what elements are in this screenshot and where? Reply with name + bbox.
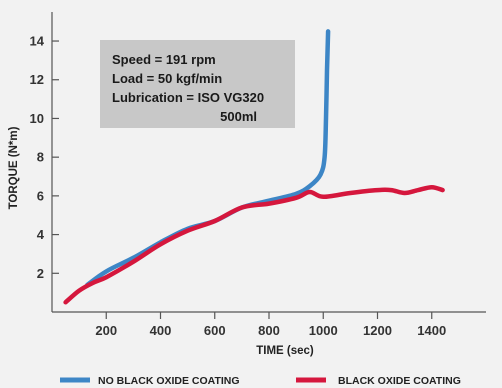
- y-tick-label: 12: [30, 72, 44, 87]
- ticks: 200 400 600 800 1000 1200 1400 2 4 6 8 10 12 14: [30, 34, 447, 338]
- y-tick-label: 4: [37, 227, 45, 242]
- legend-label-no-black-oxide: NO BLACK OXIDE COATING: [98, 375, 240, 387]
- annotation-background: [100, 40, 295, 128]
- y-tick-label: 14: [30, 34, 45, 49]
- legend-label-black-oxide: BLACK OXIDE COATING: [338, 375, 461, 387]
- legend: NO BLACK OXIDE COATING BLACK OXIDE COATI…: [60, 375, 461, 387]
- series-line-black-oxide: [63, 184, 445, 305]
- annotation-line: Speed = 191 rpm: [112, 52, 216, 67]
- annotation-line: 500ml: [220, 109, 257, 124]
- annotation-box: Speed = 191 rpm Load = 50 kgf/min Lubric…: [100, 40, 295, 128]
- x-axis-title: TIME (sec): [256, 345, 314, 357]
- series: [63, 29, 445, 305]
- annotation-line: Load = 50 kgf/min: [112, 71, 222, 86]
- x-tick-label: 200: [95, 323, 117, 338]
- y-axis-title: TORQUE (N*m): [8, 126, 20, 209]
- y-tick-label: 6: [37, 188, 44, 203]
- annotation-line: Lubrication = ISO VG320: [112, 90, 264, 105]
- x-tick-label: 1200: [363, 323, 392, 338]
- x-tick-label: 600: [204, 323, 226, 338]
- y-tick-label: 8: [37, 150, 44, 165]
- x-tick-label: 400: [150, 323, 172, 338]
- y-tick-label: 10: [30, 111, 44, 126]
- y-tick-label: 2: [37, 266, 44, 281]
- x-tick-label: 800: [258, 323, 280, 338]
- x-tick-label: 1400: [417, 323, 446, 338]
- x-tick-label: 1000: [309, 323, 338, 338]
- series-line-no-black-oxide: [85, 29, 331, 288]
